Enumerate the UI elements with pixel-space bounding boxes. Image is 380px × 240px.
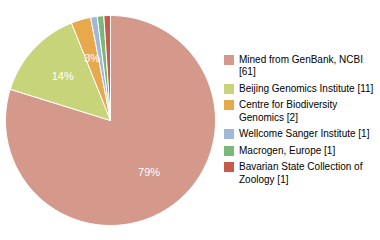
svg-text:3%: 3% [84, 52, 100, 64]
svg-text:79%: 79% [138, 166, 160, 178]
html-text:Macrogen, Europe [1]: Macrogen, Europe [1] [239, 144, 336, 156]
html-text:Beijing Genomics Institute [11: Beijing Genomics Institute [11] [239, 82, 374, 94]
html-text:Mined from GenBank, NCBI [61]: Mined from GenBank, NCBI [61] [239, 53, 363, 78]
html-text:Centre for Biodiversity Genomi: Centre for Biodiversity Genomics [2] [239, 99, 338, 123]
svg-text:14%: 14% [52, 70, 74, 82]
html-text:Wellcome Sanger Institute [1]: Wellcome Sanger Institute [1] [239, 128, 370, 140]
html-text:Bavarian State Collection of Z: Bavarian State Collection of Zoology [1] [239, 161, 363, 185]
